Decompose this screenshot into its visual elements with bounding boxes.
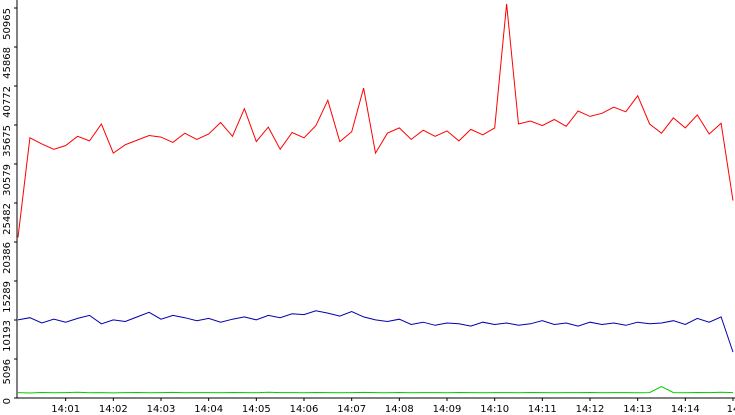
y-tick-label: 20386 [2,242,13,274]
y-tick-label: 5096 [2,359,13,384]
x-tick-label: 14:13 [623,404,652,415]
series-line [17,310,734,353]
x-tick-label: 14:01 [51,404,80,415]
x-tick-label: 14 [727,404,735,415]
x-tick-label: 14:08 [385,404,414,415]
x-tick-label: 14:11 [528,404,557,415]
y-tick-label: 35675 [2,125,13,157]
plot-area [17,3,734,394]
x-tick-label: 14:06 [290,404,319,415]
y-tick-label: 30579 [2,164,13,196]
y-tick-label: 0 [2,398,13,404]
x-tick-label: 14:14 [671,404,700,415]
x-tick-label: 14:09 [433,404,462,415]
x-tick-label: 14:07 [337,404,366,415]
x-tick-label: 14:05 [242,404,271,415]
x-tick-label: 14:10 [480,404,509,415]
x-tick-label: 14:04 [194,404,223,415]
y-tick-label: 45868 [2,47,13,79]
x-tick-label: 14:03 [147,404,176,415]
y-tick-label: 50965 [2,8,13,40]
y-tick-label: 10193 [2,320,13,352]
series-line [17,3,734,238]
y-tick-label: 40772 [2,86,13,118]
y-tick-label: 25482 [2,203,13,235]
y-tick-label: 15289 [2,281,13,313]
x-tick-label: 14:12 [576,404,605,415]
x-tick-label: 14:02 [99,404,128,415]
series-line [17,385,734,394]
